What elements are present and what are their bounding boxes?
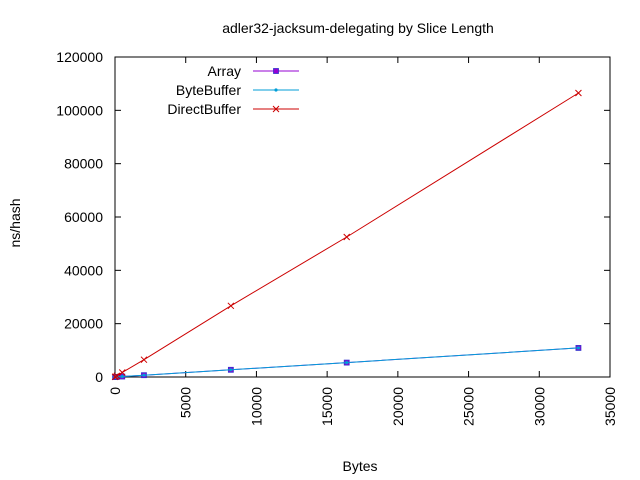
y-tick-label: 20000 <box>64 316 103 332</box>
x-tick-label: 25000 <box>461 387 477 426</box>
data-point-directbuffer <box>575 89 582 97</box>
series-bytebuffer <box>113 346 581 379</box>
legend-item-array: Array <box>208 63 299 79</box>
series-line-directbuffer <box>114 92 579 378</box>
data-point-directbuffer <box>140 356 148 364</box>
series-layer <box>111 89 582 381</box>
x-tick-label: 5000 <box>178 387 194 418</box>
data-point-bytebuffer <box>229 368 233 372</box>
series-directbuffer <box>111 89 582 381</box>
y-tick-label: 100000 <box>56 102 103 118</box>
data-point-directbuffer <box>227 302 235 310</box>
legend-marker-bytebuffer <box>274 88 278 92</box>
legend-label: Array <box>208 63 241 79</box>
legend-item-directbuffer: DirectBuffer <box>167 101 299 117</box>
chart-title: adler32-jacksum-delegating by Slice Leng… <box>222 20 494 36</box>
x-axis-label: Bytes <box>342 458 377 474</box>
legend-label: DirectBuffer <box>167 101 241 117</box>
data-point-bytebuffer <box>345 361 349 365</box>
y-tick-label: 40000 <box>64 262 103 278</box>
data-point-bytebuffer <box>142 373 146 377</box>
y-tick-label: 120000 <box>56 49 103 65</box>
x-tick-label: 0 <box>107 387 123 395</box>
y-tick-label: 80000 <box>64 156 103 172</box>
y-axis: 0 20000 40000 60000 80000 100000 120000 <box>56 49 610 385</box>
data-point-bytebuffer <box>120 374 124 379</box>
x-tick-label: 35000 <box>602 387 618 426</box>
y-axis-label: ns/hash <box>7 198 23 247</box>
legend-label: ByteBuffer <box>176 82 241 98</box>
x-axis: 0 5000 10000 15000 20000 25000 30000 35000 <box>107 57 618 426</box>
data-point-directbuffer <box>118 369 126 376</box>
x-tick-label: 30000 <box>531 387 547 426</box>
x-tick-label: 20000 <box>390 387 406 426</box>
legend-item-bytebuffer: ByteBuffer <box>176 82 299 98</box>
data-point-bytebuffer <box>576 346 581 350</box>
x-tick-label: 10000 <box>248 387 264 426</box>
x-tick-label: 15000 <box>319 387 335 426</box>
y-tick-label: 0 <box>95 369 103 385</box>
legend-marker-directbuffer <box>272 105 280 113</box>
data-point-directbuffer <box>113 372 121 380</box>
legend: Array ByteBuffer DirectBuffer <box>167 63 299 117</box>
data-point-directbuffer <box>343 233 351 241</box>
y-tick-label: 60000 <box>64 209 103 225</box>
legend-marker-array <box>273 68 279 74</box>
